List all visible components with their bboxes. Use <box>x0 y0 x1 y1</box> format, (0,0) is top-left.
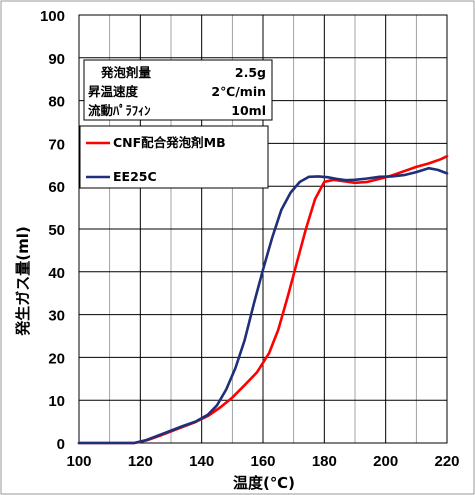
series-line-ee25c <box>77 166 449 445</box>
y-tick-label: 30 <box>48 308 65 325</box>
condition-label-medium: 流動ﾊﾟﾗﾌｨﾝ <box>88 103 151 118</box>
x-tick-label: 160 <box>250 453 275 470</box>
condition-value-amount: 2.5g <box>235 65 266 80</box>
y-tick-label: 50 <box>48 222 65 239</box>
x-tick-label: 100 <box>66 453 91 470</box>
series-layer <box>77 154 449 445</box>
x-tick-label: 180 <box>312 453 337 470</box>
y-tick-label: 90 <box>48 51 65 68</box>
y-tick-label: 0 <box>57 436 65 453</box>
conditions-box-border <box>83 59 273 121</box>
y-tick-labels: 0 10 20 30 40 50 60 70 80 90 100 <box>40 8 65 453</box>
y-tick-label: 40 <box>48 265 65 282</box>
condition-label-amount: 発泡剤量 <box>100 65 152 80</box>
plot-area-border <box>78 14 448 444</box>
legend-label-ee25c: EE25C <box>113 169 157 184</box>
x-tick-label: 220 <box>434 453 459 470</box>
legend: CNF配合発泡剤MB EE25C <box>79 125 269 189</box>
x-tick-label: 120 <box>128 453 153 470</box>
y-tick-label: 60 <box>48 179 65 196</box>
legend-label-cnf: CNF配合発泡剤MB <box>113 135 226 150</box>
y-tick-label: 100 <box>40 8 65 25</box>
y-tick-label: 80 <box>48 94 65 111</box>
x-tick-label: 200 <box>373 453 398 470</box>
condition-value-rate: 2℃/min <box>211 84 266 99</box>
legend-border <box>79 125 269 189</box>
x-tick-label: 140 <box>189 453 214 470</box>
x-axis-label: 温度(℃) <box>233 474 295 492</box>
y-tick-label: 70 <box>48 136 65 153</box>
y-axis-label: 発生ガス量(ml) <box>14 226 32 336</box>
conditions-box: 発泡剤量 2.5g 昇温速度 2℃/min 流動ﾊﾟﾗﾌｨﾝ 10ml <box>83 59 273 121</box>
condition-value-medium: 10ml <box>231 103 266 118</box>
y-tick-label: 10 <box>48 393 65 410</box>
y-tick-label: 20 <box>48 350 65 367</box>
condition-label-rate: 昇温速度 <box>88 84 139 99</box>
x-tick-labels: 100 120 140 160 180 200 220 <box>66 453 459 470</box>
